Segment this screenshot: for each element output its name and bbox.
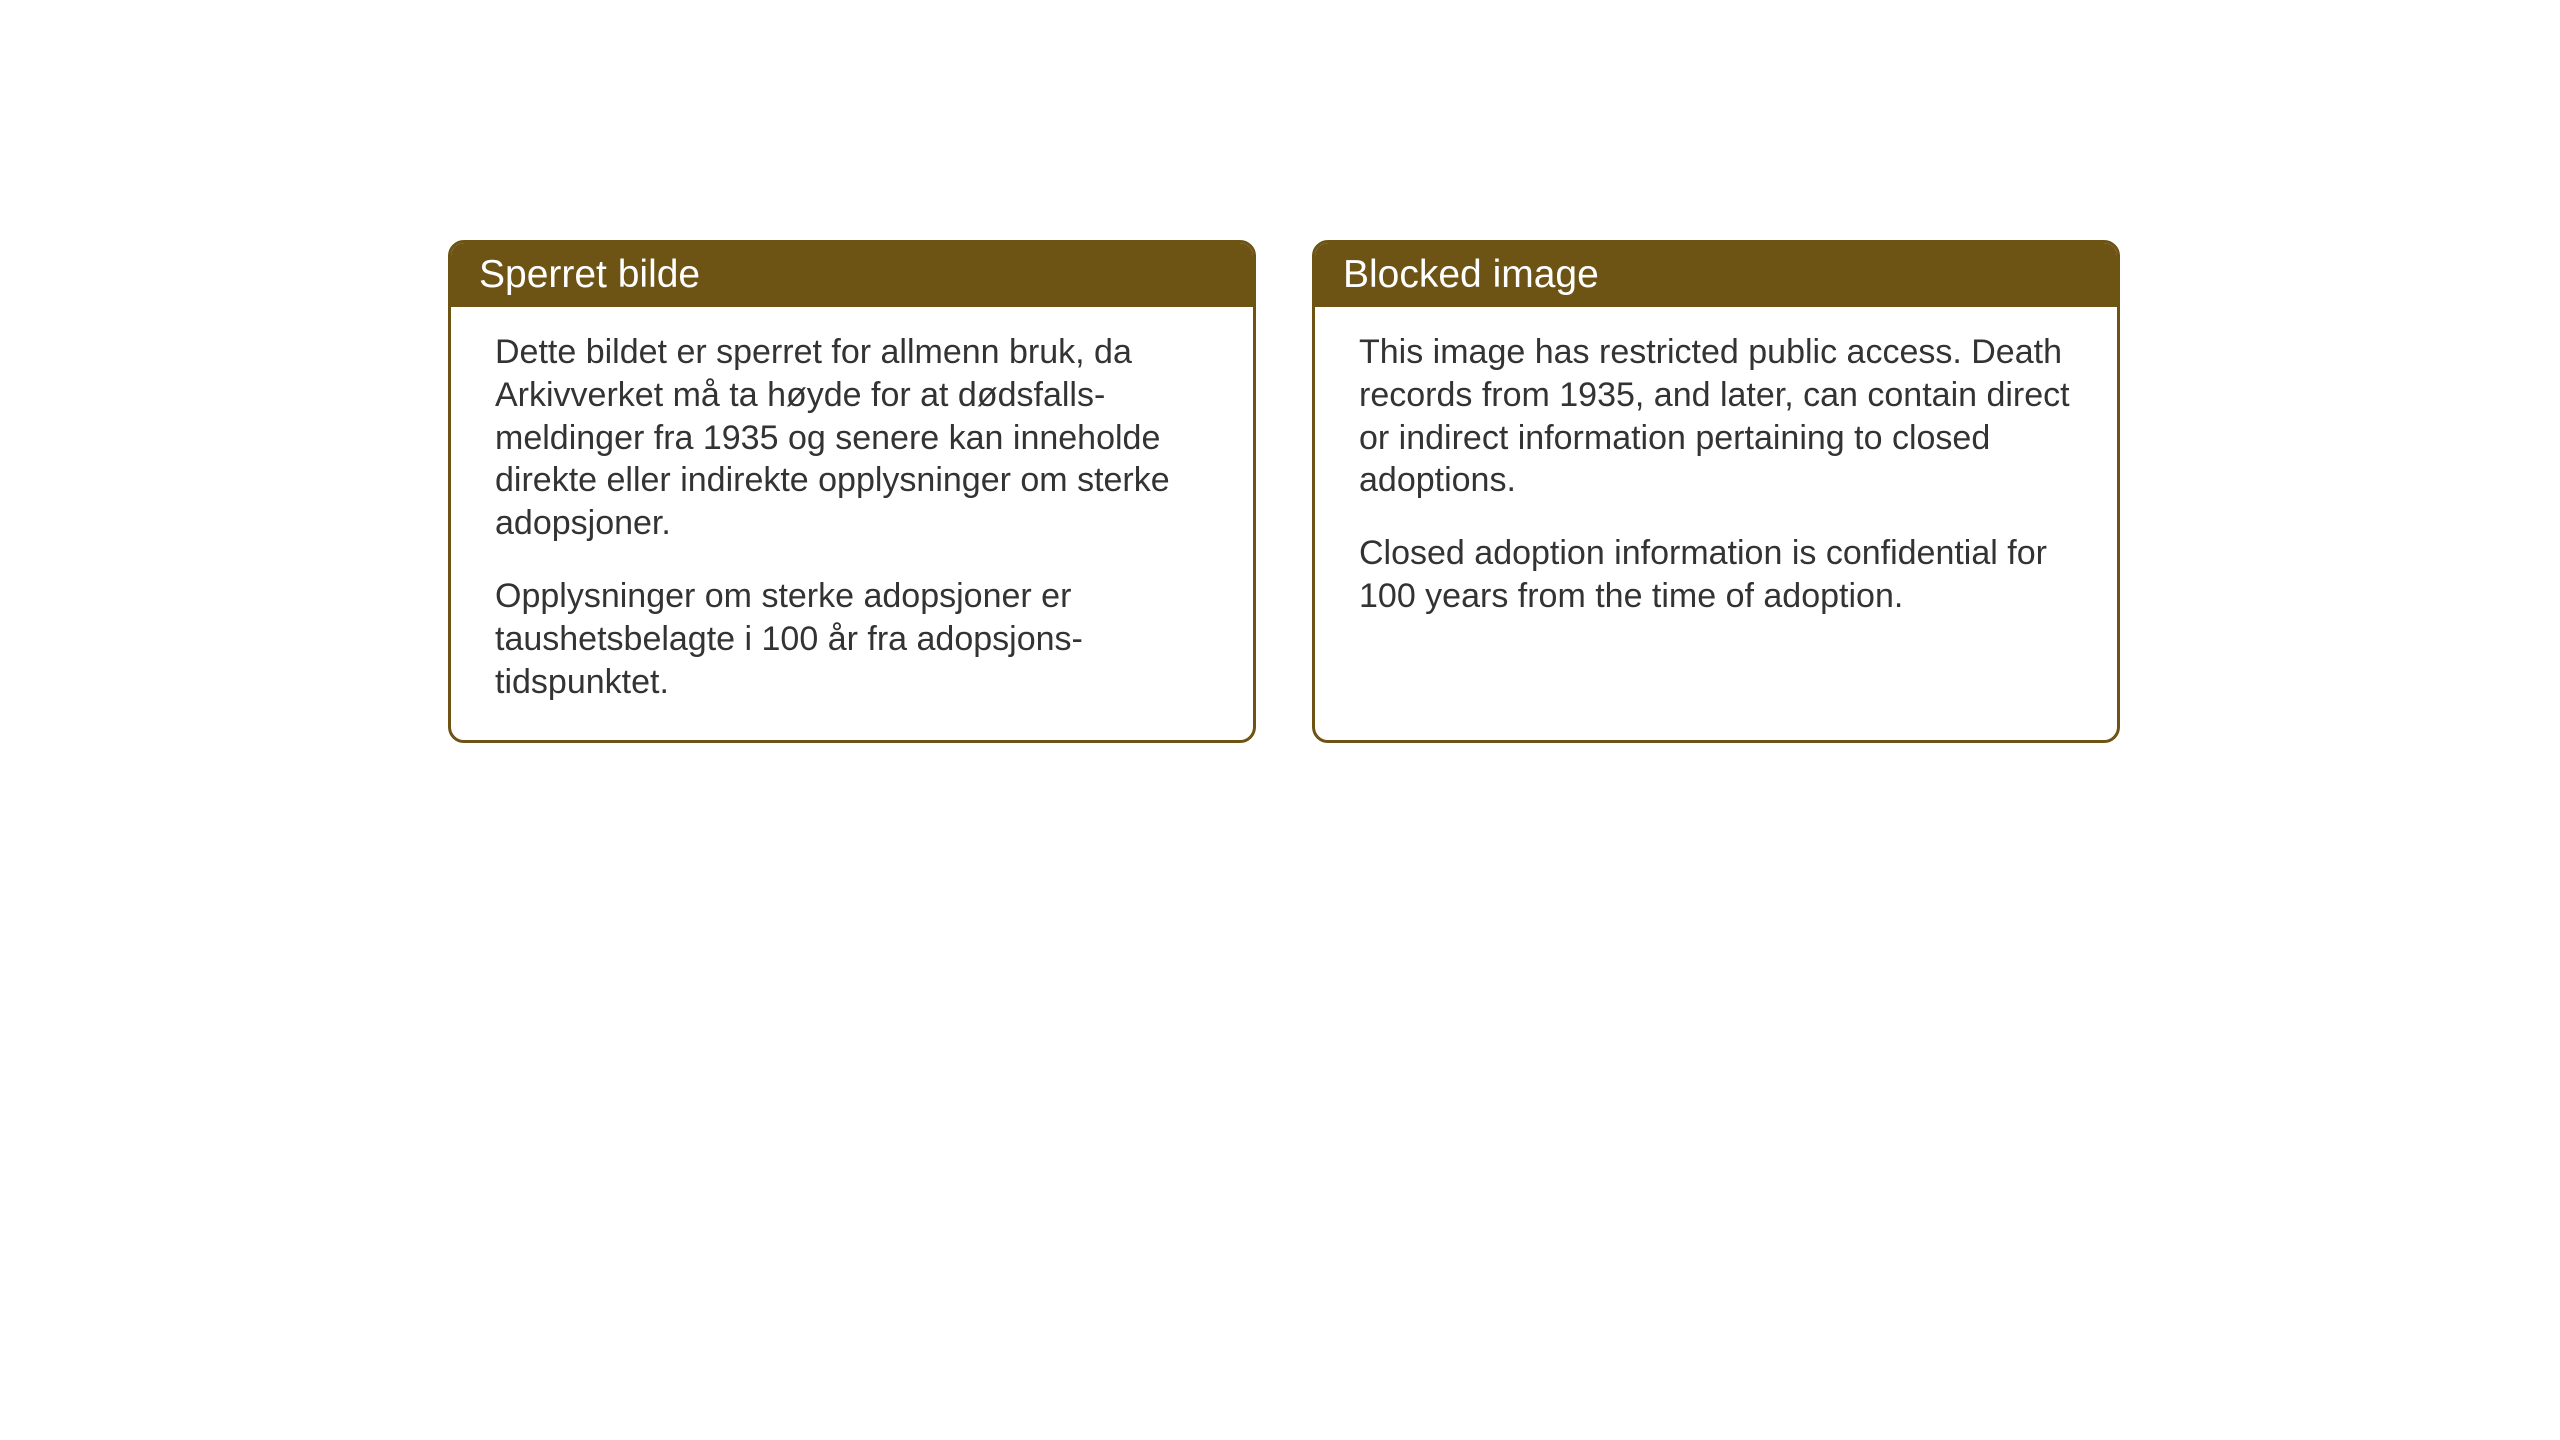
card-header-norwegian: Sperret bilde xyxy=(451,243,1253,307)
blocked-image-card-norwegian: Sperret bilde Dette bildet er sperret fo… xyxy=(448,240,1256,743)
card-body-english: This image has restricted public access.… xyxy=(1315,307,2117,697)
card-paragraph-2-norwegian: Opplysninger om sterke adopsjoner er tau… xyxy=(495,575,1209,703)
card-header-english: Blocked image xyxy=(1315,243,2117,307)
card-title-english: Blocked image xyxy=(1343,253,1599,296)
notice-cards-container: Sperret bilde Dette bildet er sperret fo… xyxy=(448,240,2120,743)
blocked-image-card-english: Blocked image This image has restricted … xyxy=(1312,240,2120,743)
card-title-norwegian: Sperret bilde xyxy=(479,253,700,296)
card-paragraph-1-norwegian: Dette bildet er sperret for allmenn bruk… xyxy=(495,331,1209,545)
card-body-norwegian: Dette bildet er sperret for allmenn bruk… xyxy=(451,307,1253,740)
card-paragraph-1-english: This image has restricted public access.… xyxy=(1359,331,2073,502)
card-paragraph-2-english: Closed adoption information is confident… xyxy=(1359,532,2073,618)
